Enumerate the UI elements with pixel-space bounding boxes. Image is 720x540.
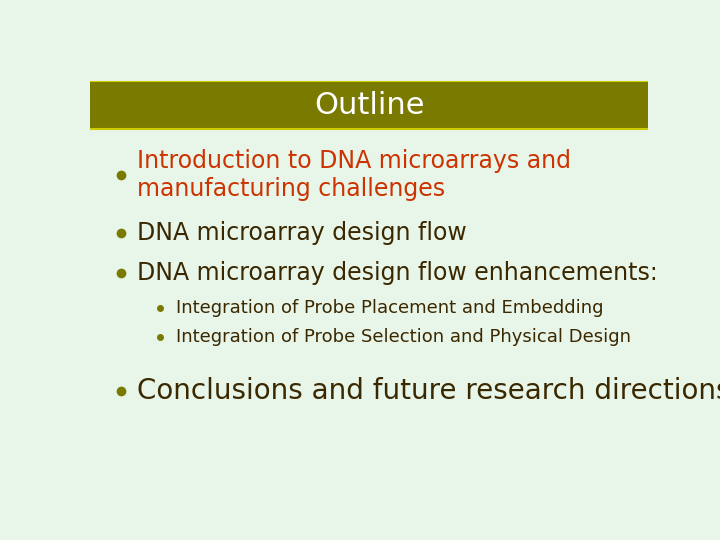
Text: Integration of Probe Selection and Physical Design: Integration of Probe Selection and Physi… [176,328,631,346]
Text: Outline: Outline [314,91,424,120]
FancyBboxPatch shape [90,82,648,129]
Text: DNA microarray design flow: DNA microarray design flow [138,221,467,245]
Text: DNA microarray design flow enhancements:: DNA microarray design flow enhancements: [138,261,658,285]
Text: Conclusions and future research directions: Conclusions and future research directio… [138,377,720,405]
Text: Integration of Probe Placement and Embedding: Integration of Probe Placement and Embed… [176,299,604,317]
Text: Introduction to DNA microarrays and
manufacturing challenges: Introduction to DNA microarrays and manu… [138,148,572,201]
